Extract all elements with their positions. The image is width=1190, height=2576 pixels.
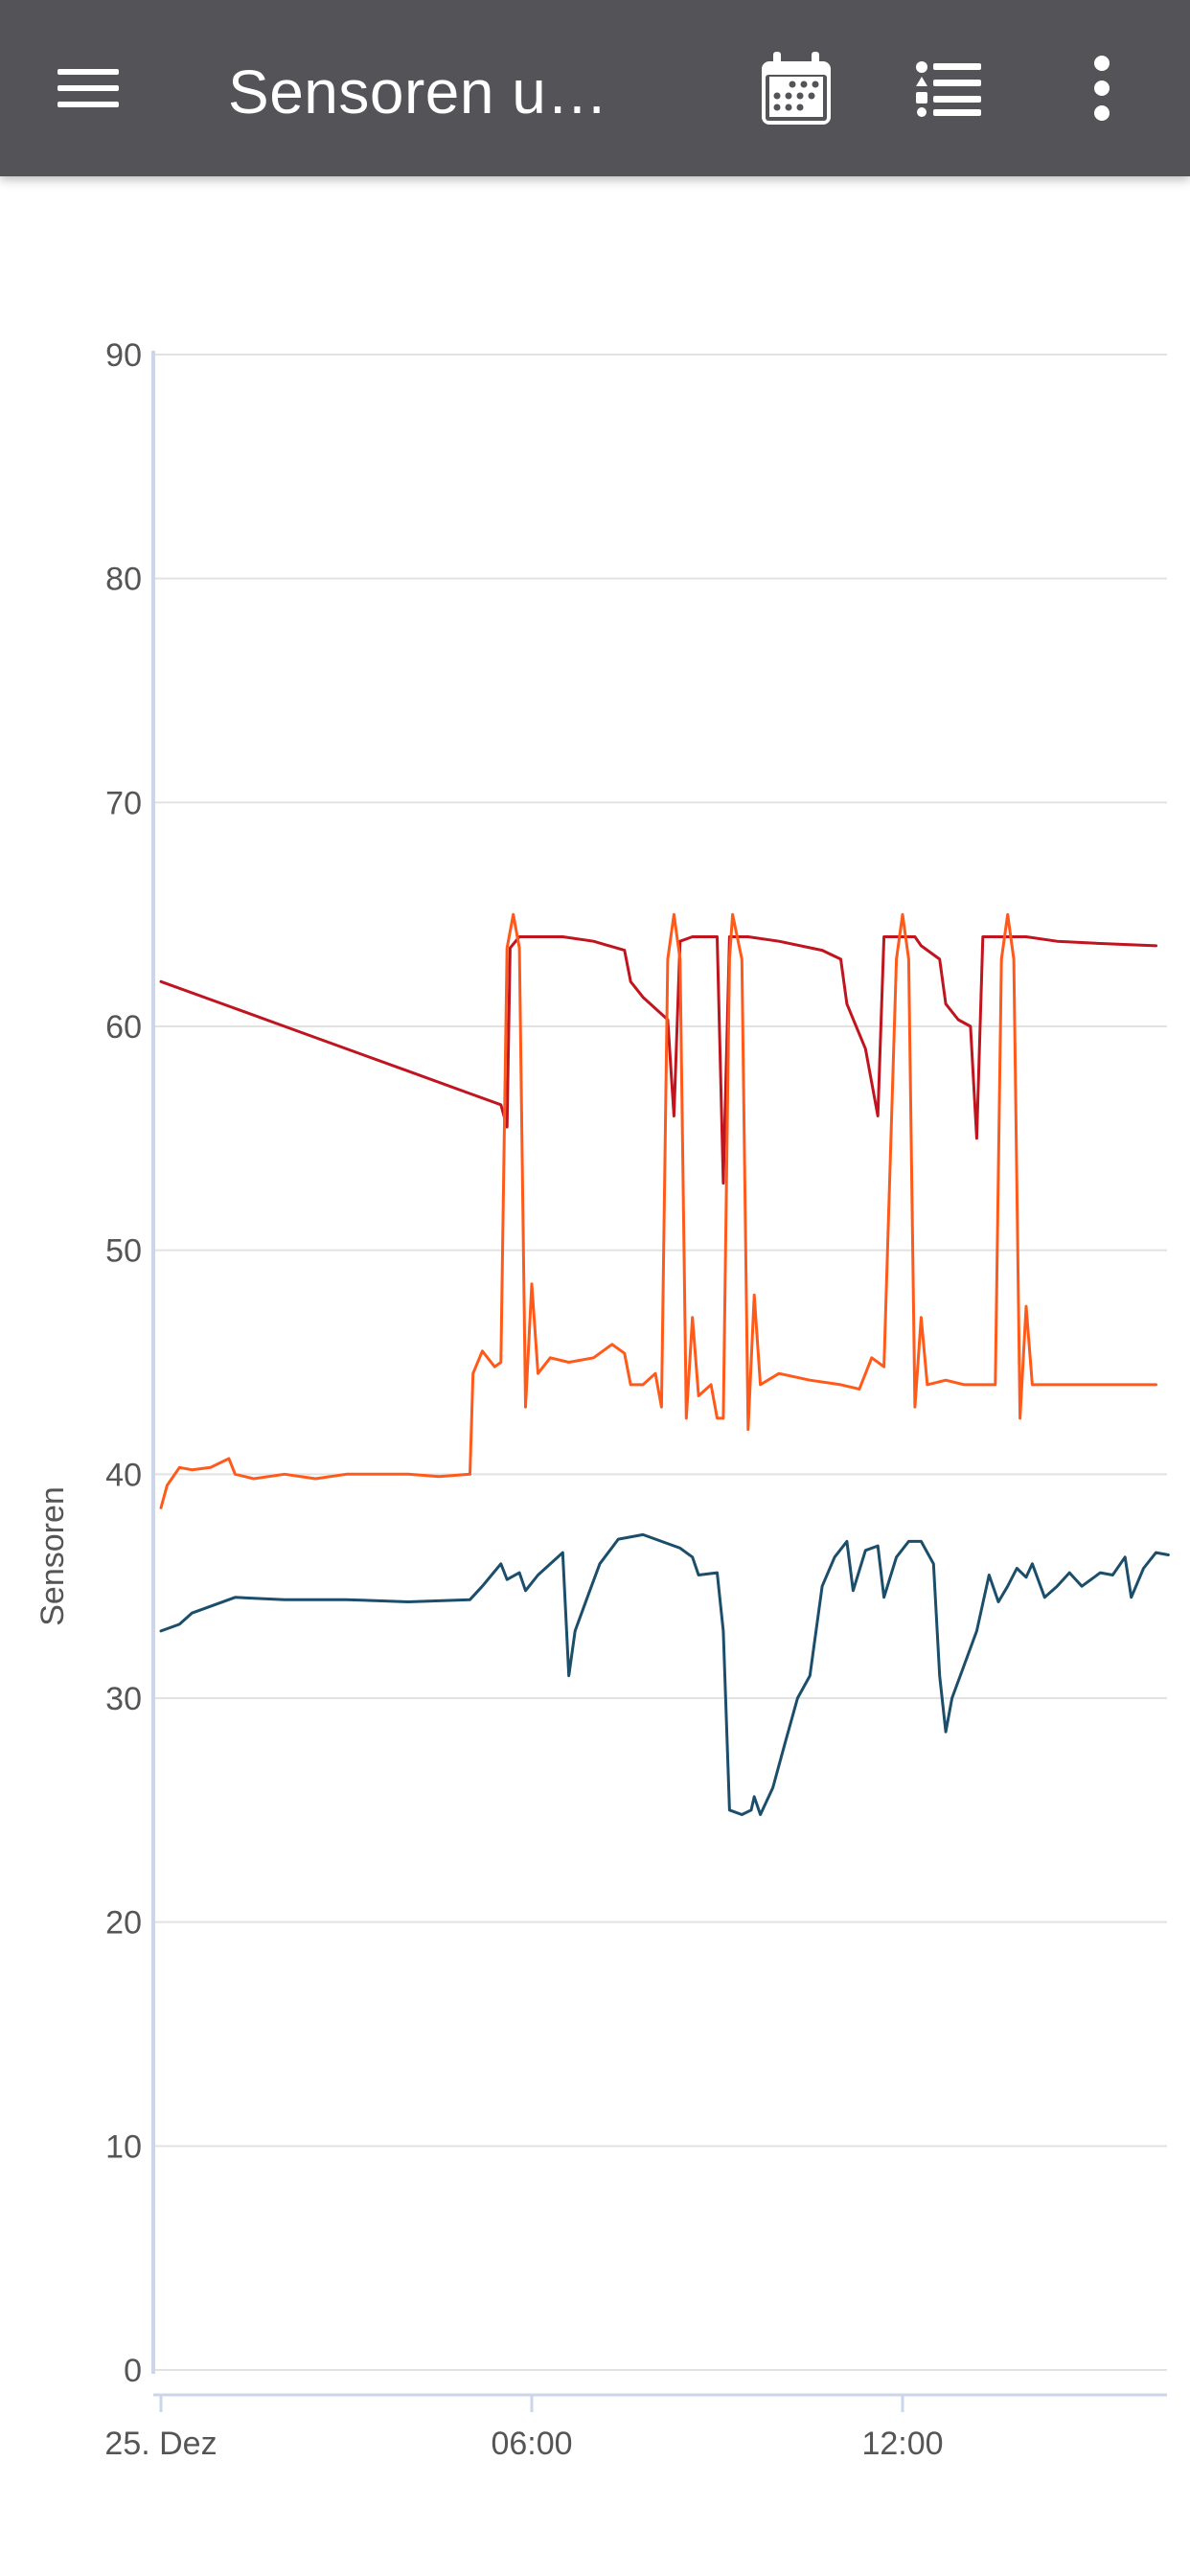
list-button[interactable] xyxy=(901,40,996,136)
y-tick-label: 0 xyxy=(124,2353,142,2389)
list-icon xyxy=(916,61,981,117)
y-tick-label: 50 xyxy=(105,1233,142,1270)
line-chart: 0 10 20 30 40 50 60 70 80 90 25. Dez 06:00 12:00 Se… xyxy=(34,337,1170,2462)
x-tick-label: 06:00 xyxy=(491,2426,572,2462)
y-tick-label: 30 xyxy=(105,1681,142,1717)
menu-button[interactable] xyxy=(40,40,136,136)
y-tick-label: 80 xyxy=(105,562,142,598)
app-bar: Sensoren u… xyxy=(0,0,1190,176)
calendar-icon xyxy=(762,52,831,125)
y-tick-label: 60 xyxy=(105,1009,142,1046)
y-tick-label: 90 xyxy=(105,337,142,374)
y-tick-label: 20 xyxy=(105,1905,142,1942)
series-line-3 xyxy=(159,1532,1170,1816)
x-tick-label: 12:00 xyxy=(861,2426,943,2462)
series-line-1 xyxy=(159,935,1157,1185)
y-axis-label: Sensoren xyxy=(34,1486,71,1626)
chart-area: 0 10 20 30 40 50 60 70 80 90 25. Dez 06:00 12:00 Se… xyxy=(0,176,1190,2576)
hamburger-menu-icon xyxy=(57,69,119,107)
y-tick-label: 10 xyxy=(105,2128,142,2165)
more-options-button[interactable] xyxy=(1054,40,1150,136)
series-line-2 xyxy=(159,912,1157,1509)
page-title: Sensoren u… xyxy=(228,58,608,126)
more-vert-icon xyxy=(1094,56,1110,121)
x-tick-label: 25. Dez xyxy=(104,2426,217,2462)
y-tick-label: 40 xyxy=(105,1457,142,1493)
calendar-button[interactable] xyxy=(748,40,844,136)
y-tick-label: 70 xyxy=(105,785,142,821)
